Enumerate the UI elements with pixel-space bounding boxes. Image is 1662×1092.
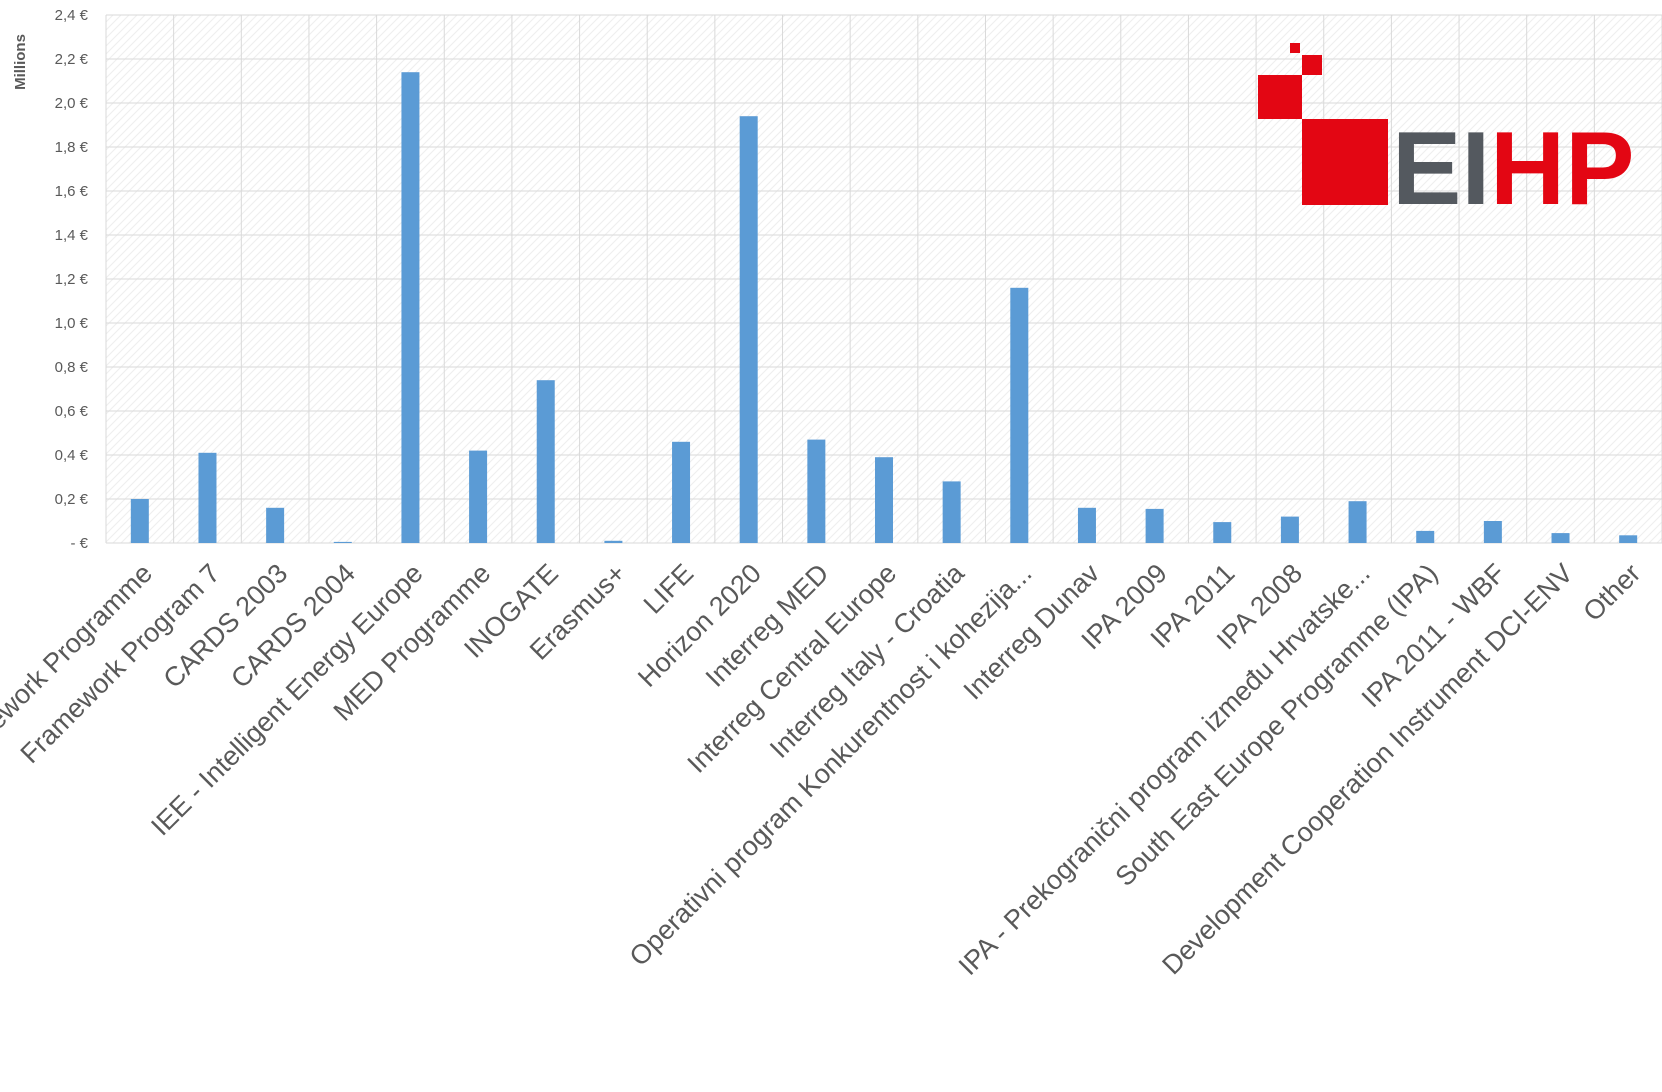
logo-square-upper [1258,75,1302,119]
bar [1619,535,1638,543]
logo-text-hp: HP [1490,111,1634,227]
bar [130,499,149,543]
x-tick-label: LIFE [638,558,700,620]
y-axis-unit-label: Millions [12,34,29,90]
y-tick-label: 1,4 € [55,227,89,244]
y-tick-label: 2,0 € [55,95,89,112]
bar [1213,522,1232,543]
bar [401,72,420,543]
y-tick-label: 0,4 € [55,447,89,464]
y-tick-label: 1,6 € [55,183,89,200]
bar [942,481,961,543]
gridlines [105,14,1662,544]
logo-pixel-medium [1302,55,1322,75]
bar [1416,530,1435,543]
y-tick-label: 0,8 € [55,359,89,376]
logo-pixel-small [1290,43,1300,53]
y-tick-label: 2,2 € [55,51,89,68]
y-axis-ticks: - € 0,2 € 0,4 € 0,6 € 0,8 € 1,0 € 1,2 € 1,4 € 1,… [55,7,89,552]
bar [1010,287,1029,543]
y-tick-label: 0,2 € [55,491,89,508]
x-tick-label: Other [1577,558,1646,627]
bar [198,452,217,543]
bar [469,450,488,543]
y-tick-label: - € [70,535,88,552]
y-tick-label: 0,6 € [55,403,89,420]
y-tick-label: 1,2 € [55,271,89,288]
y-tick-label: 2,4 € [55,7,89,24]
bar [536,380,555,543]
bar [875,457,893,543]
bar [1551,533,1570,543]
bar [672,441,691,543]
bar [1348,501,1367,543]
bar [807,439,826,543]
logo-square-large [1302,119,1388,205]
bar [266,507,285,543]
bar [604,540,623,543]
bar [739,116,758,543]
bar [1483,521,1502,543]
bar [1077,507,1096,543]
y-tick-label: 1,8 € [55,139,89,156]
bars [130,72,1638,543]
eihp-logo: EI HP [1258,43,1634,227]
logo-text-ei: EI [1392,111,1490,227]
y-tick-label: 1,0 € [55,315,89,332]
bar [1280,516,1299,543]
bar [333,541,352,543]
bar [1145,508,1164,543]
